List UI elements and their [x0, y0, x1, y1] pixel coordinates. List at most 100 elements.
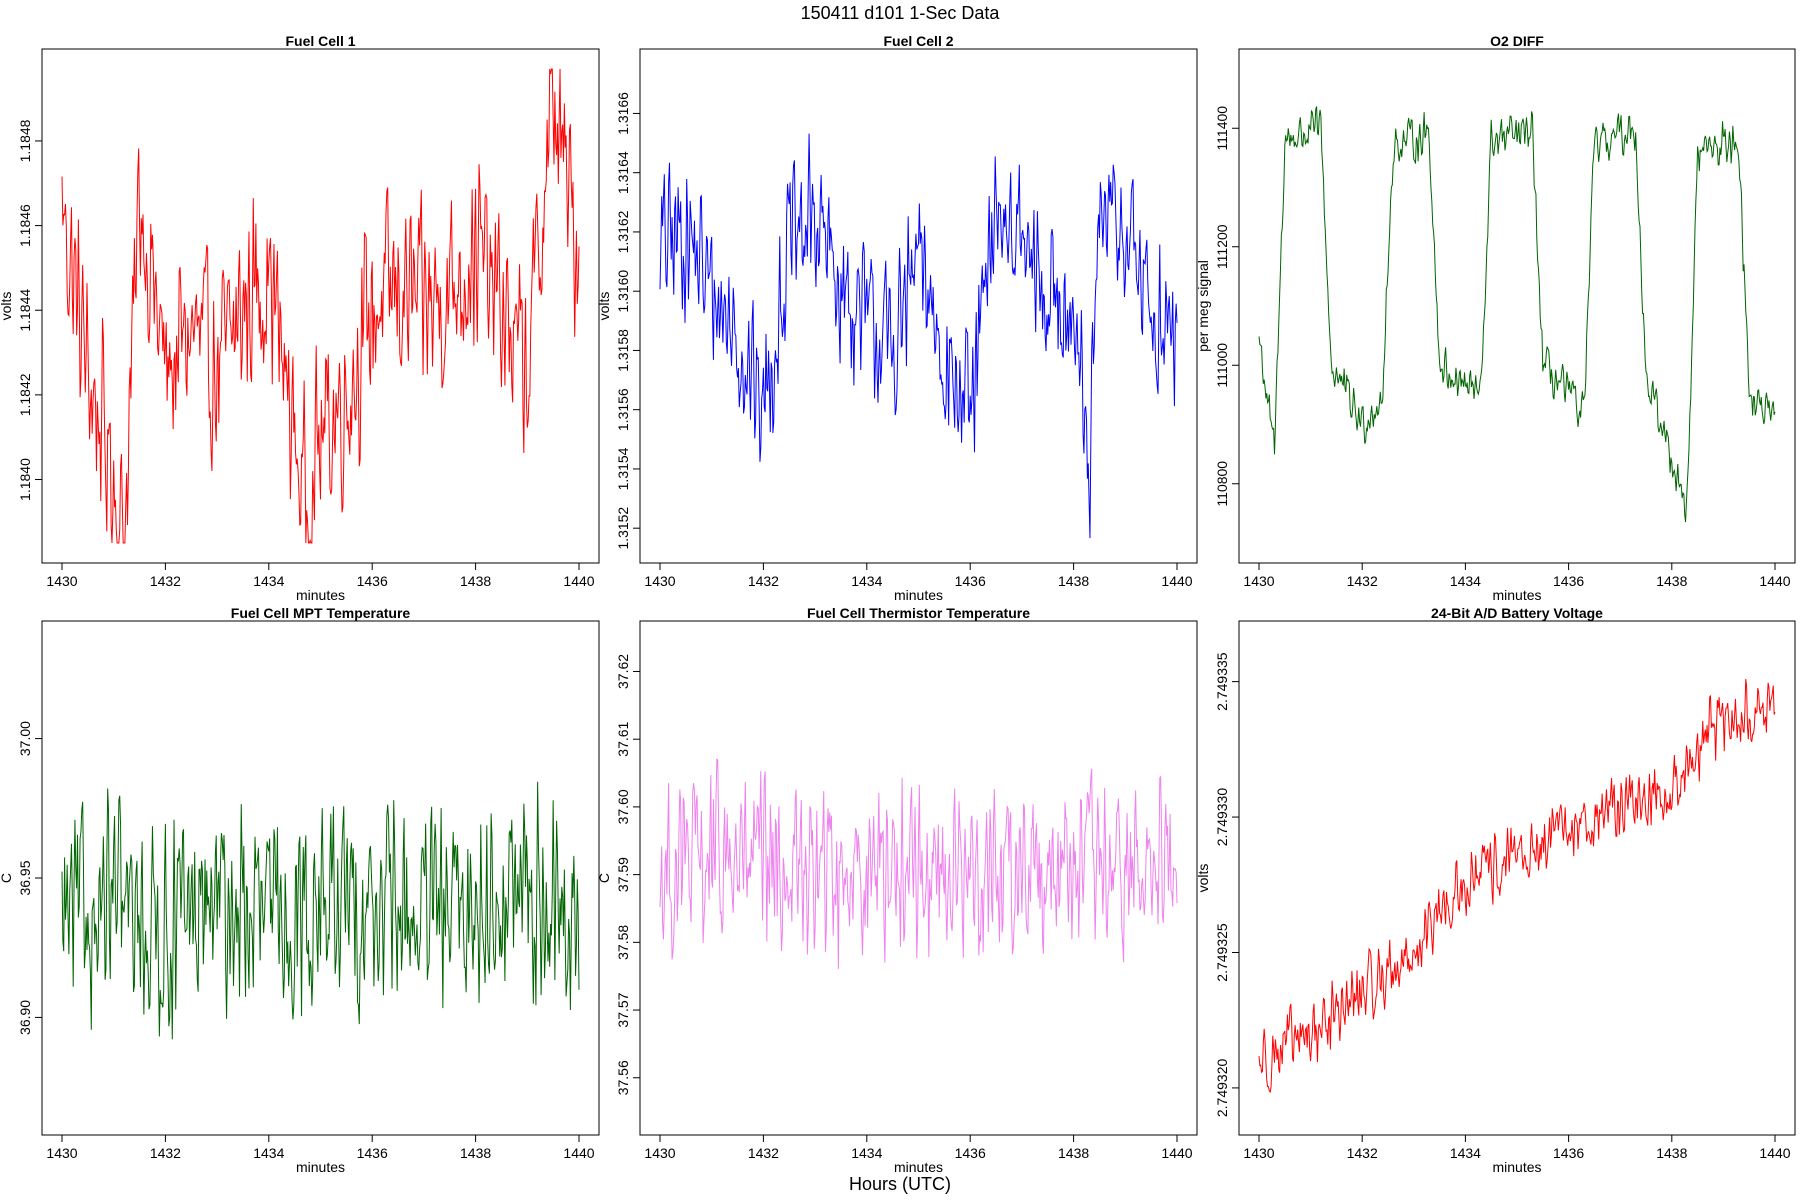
- y-tick-label: 1.3162: [615, 210, 631, 253]
- series-line: [659, 758, 1178, 969]
- x-tick-label: 1440: [1161, 1145, 1192, 1161]
- panel-title: Fuel Cell Thermistor Temperature: [807, 605, 1030, 621]
- y-tick-label: 1.1844: [17, 289, 33, 332]
- figure-title: 150411 d101 1-Sec Data: [801, 3, 1001, 23]
- x-tick-label: 1430: [46, 573, 77, 589]
- y-tick-label: 110800: [1214, 461, 1230, 507]
- y-axis-label: volts: [596, 292, 612, 321]
- panel-title: Fuel Cell 2: [883, 33, 953, 49]
- y-axis-label: volts: [0, 292, 14, 321]
- x-axis-label: minutes: [894, 1159, 943, 1175]
- y-tick-label: 1.1840: [17, 458, 33, 501]
- panel-4: Fuel Cell MPT Temperature 1430 1432 1434 143…: [0, 605, 600, 1175]
- x-tick-label: 1430: [46, 1145, 77, 1161]
- x-tick-label: 1430: [1243, 573, 1274, 589]
- x-axis-label: minutes: [1492, 1159, 1541, 1175]
- x-tick-label: 1440: [563, 573, 594, 589]
- x-tick-label: 1436: [1553, 1145, 1584, 1161]
- x-axis-label: minutes: [1492, 587, 1541, 603]
- y-axis-label: volts: [1195, 864, 1211, 893]
- y-axis-label: C: [596, 873, 612, 883]
- y-tick-label: 36.90: [17, 1000, 33, 1035]
- y-tick-label: 111000: [1214, 343, 1230, 388]
- x-tick-label: 1434: [851, 573, 882, 589]
- panel-1: Fuel Cell 1 1430 1432 1434 1436 1438 1440 minut…: [0, 33, 600, 603]
- panel-title: 24-Bit A/D Battery Voltage: [1431, 605, 1603, 621]
- x-tick-label: 1432: [748, 573, 779, 589]
- x-tick-label: 1438: [460, 573, 491, 589]
- x-tick-label: 1432: [1347, 573, 1378, 589]
- y-tick-label: 2.749335: [1214, 652, 1230, 711]
- y-tick-label: 1.1842: [17, 373, 33, 416]
- panel-title: Fuel Cell MPT Temperature: [231, 605, 411, 621]
- x-tick-label: 1432: [748, 1145, 779, 1161]
- y-tick-label: 1.3164: [615, 151, 631, 194]
- y-tick-label: 2.749325: [1214, 923, 1230, 982]
- x-tick-label: 1434: [253, 573, 284, 589]
- y-tick-label: 1.3156: [615, 388, 631, 431]
- y-tick-label: 37.61: [615, 721, 631, 756]
- y-tick-label: 111200: [1214, 224, 1230, 269]
- x-tick-label: 1432: [150, 573, 181, 589]
- x-tick-label: 1436: [357, 573, 388, 589]
- y-tick-label: 1.3160: [615, 270, 631, 313]
- panel-5: Fuel Cell Thermistor Temperature 1430 1432…: [596, 605, 1198, 1175]
- x-tick-label: 1440: [563, 1145, 594, 1161]
- y-tick-label: 37.56: [615, 1060, 631, 1095]
- panels: Fuel Cell 1 1430 1432 1434 1436 1438 1440 minut…: [0, 33, 1796, 1175]
- x-tick-label: 1434: [1450, 1145, 1481, 1161]
- y-axis-label: C: [0, 873, 14, 883]
- x-tick-label: 1436: [357, 1145, 388, 1161]
- x-tick-label: 1432: [1347, 1145, 1378, 1161]
- series-line: [659, 133, 1178, 539]
- x-tick-label: 1432: [150, 1145, 181, 1161]
- x-tick-label: 1430: [644, 1145, 675, 1161]
- x-tick-label: 1438: [1058, 573, 1089, 589]
- y-tick-label: 37.00: [17, 721, 33, 756]
- x-tick-label: 1438: [1058, 1145, 1089, 1161]
- x-tick-label: 1434: [253, 1145, 284, 1161]
- y-tick-label: 37.59: [615, 857, 631, 892]
- y-tick-label: 1.3154: [615, 447, 631, 490]
- y-tick-label: 36.95: [17, 860, 33, 895]
- y-axis-label: per meg signal: [1195, 260, 1211, 352]
- y-tick-label: 1.3152: [615, 507, 631, 550]
- x-tick-label: 1440: [1161, 573, 1192, 589]
- y-tick-label: 1.1846: [17, 204, 33, 247]
- y-tick-label: 1.1848: [17, 119, 33, 162]
- x-tick-label: 1436: [1553, 573, 1584, 589]
- y-tick-label: 2.749330: [1214, 788, 1230, 847]
- x-tick-label: 1438: [1656, 1145, 1687, 1161]
- panel-3: O2 DIFF 1430 1432 1434 1436 1438 1440 minutes 11…: [1195, 33, 1796, 603]
- x-tick-label: 1430: [1243, 1145, 1274, 1161]
- x-tick-label: 1434: [1450, 573, 1481, 589]
- x-tick-label: 1438: [1656, 573, 1687, 589]
- x-axis-label: minutes: [894, 587, 943, 603]
- plot-frame: [1238, 48, 1796, 564]
- y-tick-label: 37.62: [615, 654, 631, 689]
- y-tick-label: 37.60: [615, 789, 631, 824]
- x-tick-label: 1436: [955, 573, 986, 589]
- y-tick-label: 2.749320: [1214, 1059, 1230, 1118]
- y-tick-label: 111400: [1214, 106, 1230, 151]
- panel-2: Fuel Cell 2 1430 1432 1434 1436 1438 1440 minut…: [596, 33, 1198, 603]
- x-tick-label: 1430: [644, 573, 675, 589]
- x-tick-label: 1434: [851, 1145, 882, 1161]
- figure-xlabel: Hours (UTC): [849, 1174, 951, 1194]
- series-line: [61, 781, 580, 1040]
- x-axis-label: minutes: [296, 1159, 345, 1175]
- x-tick-label: 1438: [460, 1145, 491, 1161]
- series-line: [1258, 679, 1776, 1094]
- y-tick-label: 37.58: [615, 925, 631, 960]
- panel-title: O2 DIFF: [1490, 33, 1544, 49]
- x-tick-label: 1436: [955, 1145, 986, 1161]
- y-tick-label: 37.57: [615, 992, 631, 1027]
- panel-6: 24-Bit A/D Battery Voltage 1430 1432 1434 14…: [1195, 605, 1796, 1175]
- plot-frame: [1238, 620, 1796, 1136]
- x-tick-label: 1440: [1759, 573, 1790, 589]
- x-tick-label: 1440: [1759, 1145, 1790, 1161]
- y-tick-label: 1.3166: [615, 92, 631, 135]
- panel-title: Fuel Cell 1: [285, 33, 355, 49]
- x-axis-label: minutes: [296, 587, 345, 603]
